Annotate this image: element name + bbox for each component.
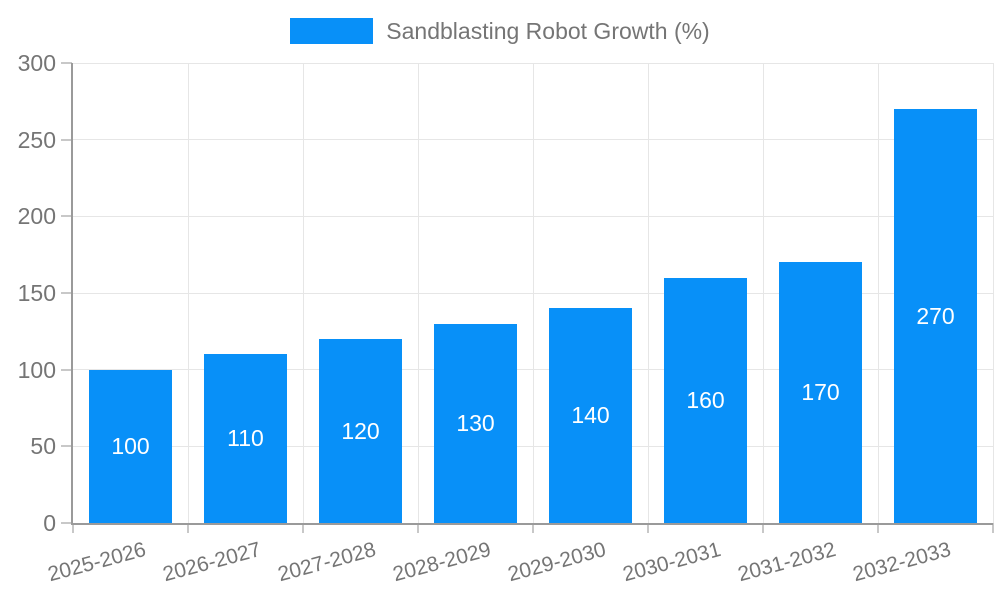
bar-value-label: 110 (227, 425, 264, 452)
x-axis-tick (72, 523, 74, 533)
x-gridline (992, 63, 994, 523)
x-axis-tick-label: 2032-2033 (850, 538, 954, 587)
legend-label: Sandblasting Robot Growth (%) (386, 18, 710, 44)
x-gridline (187, 63, 189, 523)
x-gridline (532, 63, 534, 523)
x-gridline (647, 63, 649, 523)
y-axis-tick-label: 50 (30, 433, 56, 460)
x-axis-tick (417, 523, 419, 533)
bar-value-label: 100 (111, 432, 150, 459)
bar-2026-2027[interactable]: 110 (204, 354, 287, 523)
bar-value-label: 170 (801, 379, 840, 406)
bar-value-label: 160 (686, 386, 725, 413)
y-axis-tick (61, 215, 72, 218)
x-axis-tick (532, 523, 534, 533)
x-axis-tick-label: 2027-2028 (275, 538, 379, 587)
y-axis-tick-label: 150 (17, 280, 56, 306)
bar-2025-2026[interactable]: 100 (89, 369, 172, 523)
x-axis-tick (647, 523, 649, 533)
y-axis-tick (61, 368, 72, 371)
x-axis-tick (877, 523, 879, 533)
x-gridline (877, 63, 879, 523)
y-axis-line (71, 63, 73, 525)
x-axis-tick (992, 523, 994, 533)
x-axis-tick-label: 2029-2030 (505, 538, 609, 587)
bar-2028-2029[interactable]: 130 (434, 323, 517, 523)
bar-value-label: 270 (916, 302, 955, 329)
x-axis-tick-label: 2030-2031 (620, 538, 724, 587)
bar-2031-2032[interactable]: 170 (779, 262, 862, 523)
bar-2032-2033[interactable]: 270 (894, 109, 977, 523)
legend[interactable]: Sandblasting Robot Growth (%) (0, 17, 1000, 45)
y-axis-tick-label: 250 (17, 126, 56, 153)
bar-value-label: 140 (571, 402, 610, 429)
y-axis-tick (61, 522, 72, 524)
legend-swatch (290, 18, 374, 44)
x-gridline (302, 63, 304, 523)
bar-value-label: 130 (456, 409, 495, 436)
x-axis-tick-label: 2025-2026 (45, 538, 149, 587)
bar-2027-2028[interactable]: 120 (319, 339, 402, 523)
x-axis-tick (187, 523, 189, 533)
y-axis-tick-label: 100 (17, 356, 56, 383)
x-axis-tick (302, 523, 304, 533)
x-axis-tick-label: 2026-2027 (160, 538, 264, 587)
y-axis-tick-label: 0 (43, 510, 56, 536)
x-axis-line (71, 523, 993, 525)
y-axis-tick (61, 292, 72, 294)
y-axis-tick-label: 300 (17, 50, 56, 76)
x-gridline (762, 63, 764, 523)
x-axis-tick-label: 2028-2029 (390, 538, 494, 587)
x-axis-tick-label: 2031-2032 (735, 538, 839, 587)
y-axis-tick (61, 138, 72, 141)
y-axis-tick (61, 445, 72, 448)
y-axis-tick-label: 200 (17, 203, 56, 230)
y-axis-tick (61, 62, 72, 64)
bar-2029-2030[interactable]: 140 (549, 308, 632, 523)
x-axis-tick (762, 523, 764, 533)
bar-2030-2031[interactable]: 160 (664, 277, 747, 523)
x-gridline (417, 63, 419, 523)
bar-value-label: 120 (341, 417, 380, 444)
